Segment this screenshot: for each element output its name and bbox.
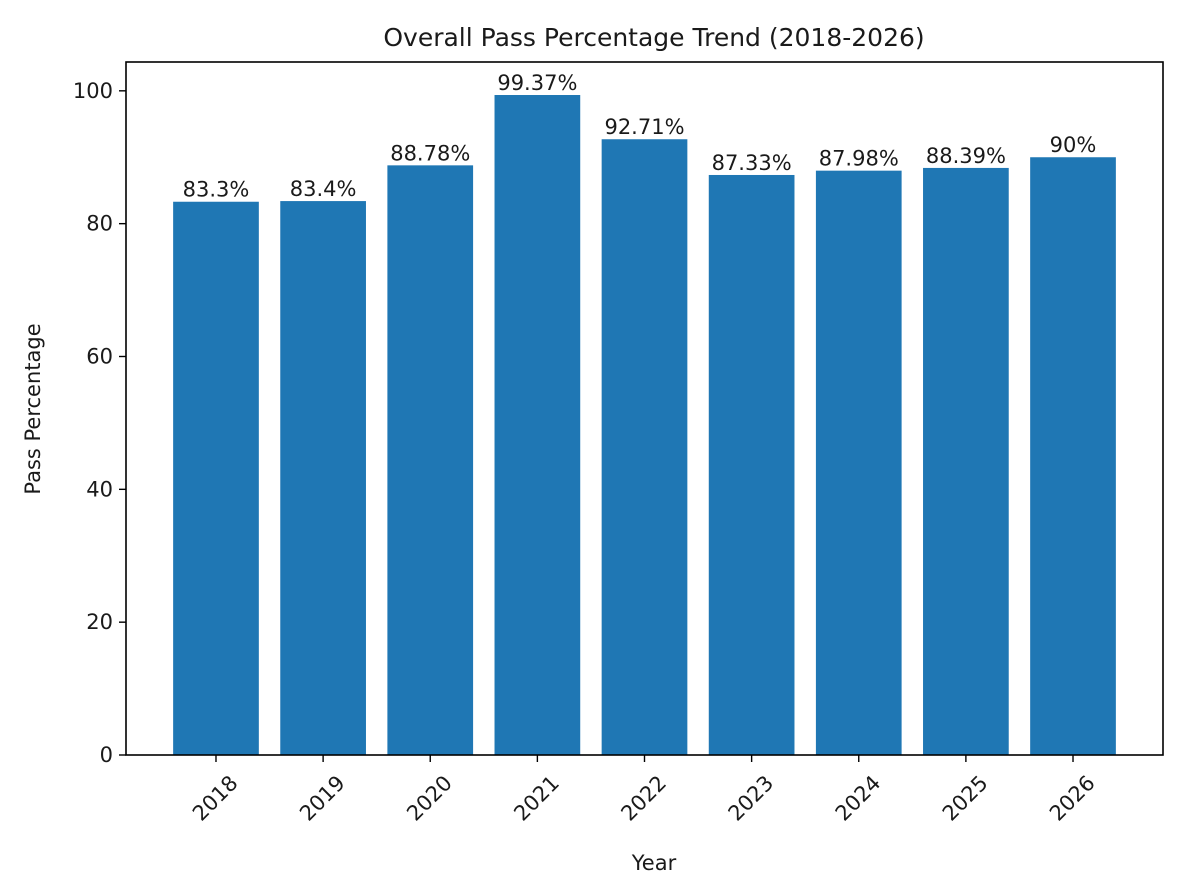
y-tick-label-80: 80: [86, 212, 113, 236]
data-label-2022: 92.71%: [604, 115, 684, 139]
x-tick-label-2018: 2018: [188, 771, 243, 826]
bar-2019: [280, 201, 366, 756]
x-tick-label-2025: 2025: [938, 771, 993, 826]
plot-frame: [125, 61, 1164, 756]
data-label-2023: 87.33%: [712, 151, 792, 175]
bar-2024: [815, 170, 902, 755]
data-label-2024: 87.98%: [819, 147, 899, 171]
data-label-2018: 83.3%: [183, 178, 250, 202]
bar-2026: [1030, 157, 1116, 755]
x-tick-label-2021: 2021: [509, 771, 564, 826]
y-axis-label: Pass Percentage: [21, 323, 45, 494]
y-tick-label-0: 0: [100, 743, 113, 767]
x-tick-label-2020: 2020: [402, 771, 457, 826]
data-label-2021: 99.37%: [497, 71, 577, 95]
bar-2018: [173, 201, 259, 756]
bar-2021: [494, 95, 581, 755]
bar-2025: [923, 167, 1009, 755]
y-tick-label-60: 60: [86, 344, 113, 368]
x-tick-label-2022: 2022: [616, 771, 671, 826]
data-label-2019: 83.4%: [290, 177, 357, 201]
bar-2020: [387, 165, 474, 756]
chart-title: Overall Pass Percentage Trend (2018-2026…: [383, 23, 924, 52]
x-tick-label-2026: 2026: [1045, 771, 1100, 826]
x-tick-label-2019: 2019: [295, 771, 350, 826]
x-tick-label-2023: 2023: [724, 771, 779, 826]
data-label-2025: 88.39%: [926, 144, 1006, 168]
data-label-2020: 88.78%: [390, 141, 470, 165]
x-axis-label: Year: [631, 851, 677, 875]
x-tick-label-2024: 2024: [831, 771, 886, 826]
y-tick-label-40: 40: [86, 477, 113, 501]
bar-2023: [708, 174, 795, 755]
y-tick-label-20: 20: [86, 610, 113, 634]
data-label-2026: 90%: [1050, 133, 1097, 157]
bar-2022: [601, 139, 688, 755]
y-tick-label-100: 100: [73, 79, 113, 103]
